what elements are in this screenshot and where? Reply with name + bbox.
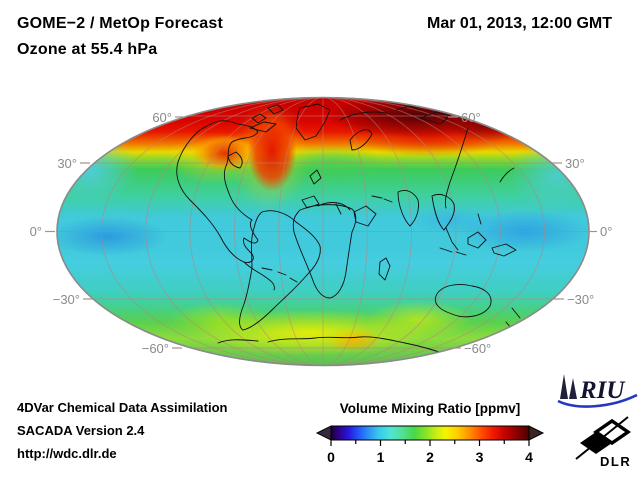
colorbar-arrow-left	[315, 425, 332, 441]
footer-url: http://wdc.dlr.de	[17, 446, 117, 461]
footer-assimilation: 4DVar Chemical Data Assimilation	[17, 400, 228, 415]
dlr-diamond-outline	[592, 418, 632, 446]
colorbar-gradient	[330, 425, 530, 441]
riu-cathedral-icon	[560, 374, 577, 399]
lat-label-right-0: 0°	[600, 224, 612, 239]
forecast-datetime: Mar 01, 2013, 12:00 GMT	[427, 15, 612, 32]
lat-label-right-30n: 30°	[565, 156, 585, 171]
lat-label-left-30s: −30°	[53, 292, 80, 307]
dlr-logo: DLR	[575, 416, 632, 469]
colorbar: 0 1 2 3 4	[315, 425, 545, 465]
riu-swoosh	[557, 393, 638, 408]
colorbar-arrow-right	[528, 425, 545, 441]
lat-label-left-60s: −60°	[142, 341, 169, 356]
riu-logo-text: RIU	[579, 377, 626, 404]
colorbar-tick-0: 0	[327, 449, 335, 465]
coastlines	[176, 103, 521, 357]
page-title: GOME−2 / MetOp Forecast	[17, 15, 223, 32]
lat-label-right-30s: −30°	[567, 292, 594, 307]
colorbar-title: Volume Mixing Ratio [ppmv]	[339, 401, 521, 416]
colorbar-tick-1: 1	[377, 449, 385, 465]
lat-ticks	[45, 116, 597, 349]
colorbar-tick-4: 4	[525, 449, 533, 465]
colorbar-ticks	[330, 440, 530, 446]
riu-logo: RIU	[557, 374, 638, 408]
lat-label-left-0: 0°	[30, 224, 42, 239]
footer-version: SACADA Version 2.4	[17, 423, 145, 438]
lat-label-right-60n: 60°	[461, 110, 481, 125]
dlr-logo-text: DLR	[600, 454, 631, 469]
colorbar-tick-2: 2	[426, 449, 434, 465]
lat-label-left-60n: 60°	[152, 110, 172, 125]
colorbar-tick-3: 3	[476, 449, 484, 465]
lat-label-left-30n: 30°	[57, 156, 77, 171]
lat-label-right-60s: −60°	[464, 341, 491, 356]
page-subtitle: Ozone at 55.4 hPa	[17, 41, 158, 58]
